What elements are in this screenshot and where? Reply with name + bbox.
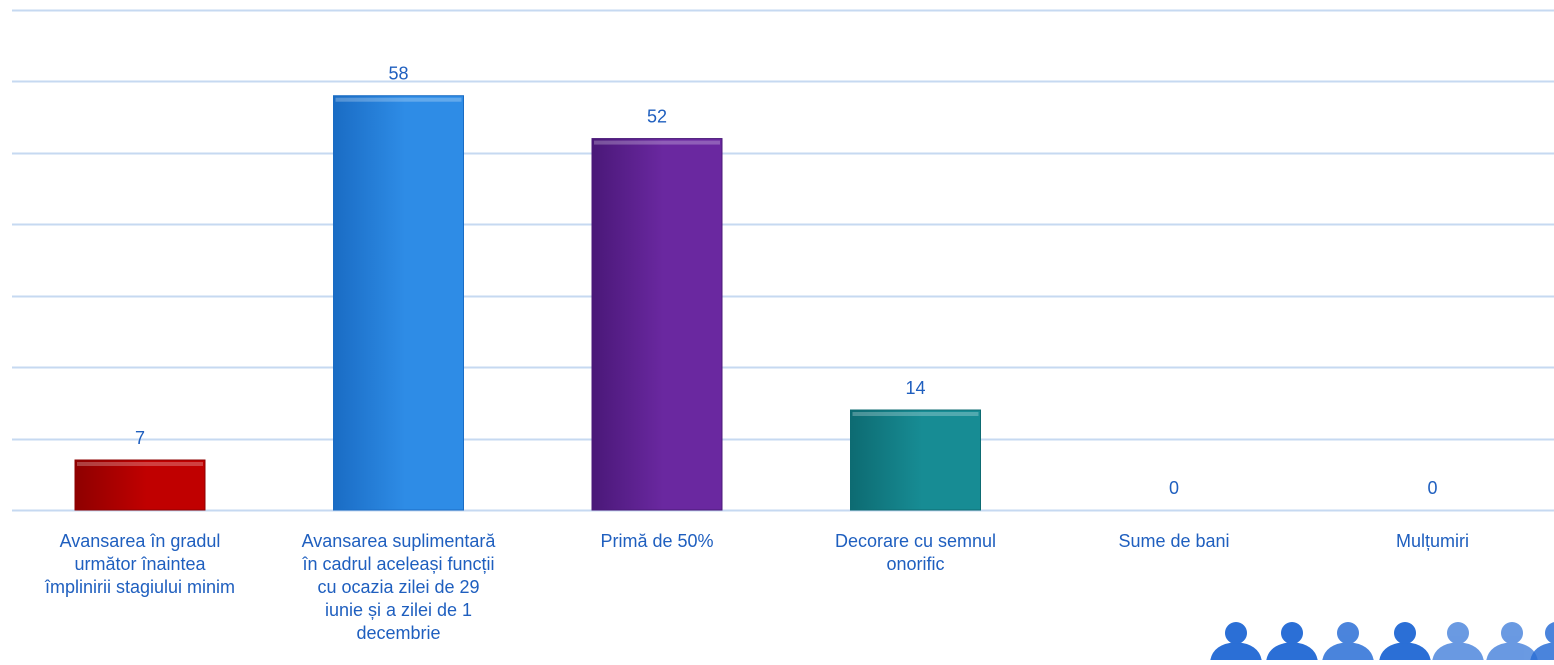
bar-highlight (852, 412, 979, 416)
person-icon (1530, 622, 1554, 662)
bars (74, 95, 981, 511)
data-labels: 7 58 52 14 0 0 (135, 64, 1438, 498)
bar-highlight (335, 97, 462, 102)
person-icon (1210, 622, 1262, 662)
bar (333, 95, 464, 511)
category-label: Mulțumiri (1396, 531, 1469, 551)
bar (74, 459, 206, 511)
data-label: 7 (135, 428, 145, 448)
data-label: 14 (905, 378, 925, 398)
category-label: Avansarea în gradul următor înaintea împli… (44, 531, 235, 597)
people-silhouettes-decoration (1210, 622, 1554, 662)
category-label: Primă de 50% (600, 531, 713, 551)
person-icon (1486, 622, 1538, 662)
category-label: Avansarea suplimentară în cadrul aceleași… (301, 531, 496, 643)
category-label: Decorare cu semnul onorific (835, 531, 996, 574)
data-label: 58 (388, 64, 408, 84)
person-icon (1432, 622, 1484, 662)
data-label: 0 (1427, 478, 1437, 498)
bar (850, 409, 981, 511)
gridlines (12, 9, 1554, 512)
person-icon (1379, 622, 1431, 662)
person-icon (1266, 622, 1318, 662)
bar-highlight (594, 140, 720, 145)
bar (591, 138, 723, 511)
category-tick-labels: Avansarea în gradul următor înaintea împli… (44, 531, 1469, 643)
category-label: Sume de bani (1118, 531, 1229, 551)
person-icon (1322, 622, 1374, 662)
data-label: 52 (647, 107, 667, 127)
data-label: 0 (1169, 478, 1179, 498)
bar-highlight (77, 462, 203, 466)
